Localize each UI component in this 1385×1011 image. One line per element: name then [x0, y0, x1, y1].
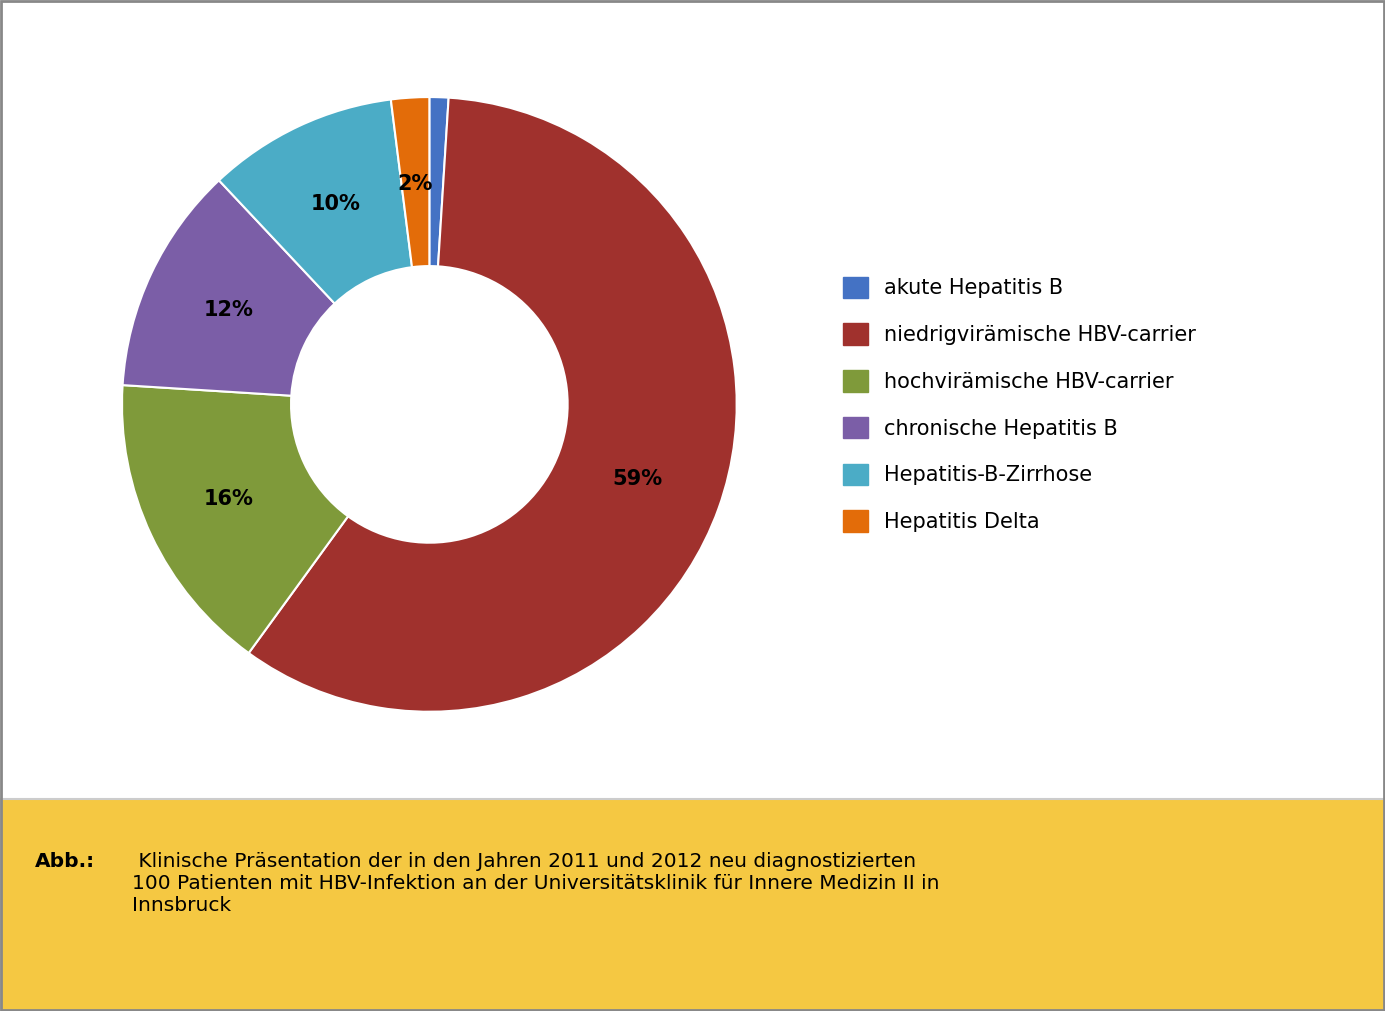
Text: 10%: 10%: [310, 194, 360, 214]
Text: 59%: 59%: [612, 469, 662, 489]
Wedge shape: [249, 98, 737, 712]
Text: Abb.:: Abb.:: [35, 851, 94, 870]
Text: 16%: 16%: [204, 488, 253, 509]
Wedge shape: [219, 99, 411, 303]
Wedge shape: [122, 385, 348, 653]
FancyBboxPatch shape: [0, 799, 1385, 1011]
Text: Klinische Präsentation der in den Jahren 2011 und 2012 neu diagnostizierten
100 : Klinische Präsentation der in den Jahren…: [132, 851, 939, 915]
Text: 2%: 2%: [397, 174, 434, 193]
Wedge shape: [391, 97, 429, 267]
Legend: akute Hepatitis B, niedrigvirämische HBV-carrier, hochvirämische HBV-carrier, ch: akute Hepatitis B, niedrigvirämische HBV…: [843, 277, 1197, 532]
Wedge shape: [123, 180, 335, 395]
Text: 12%: 12%: [204, 300, 253, 320]
Wedge shape: [429, 97, 449, 266]
